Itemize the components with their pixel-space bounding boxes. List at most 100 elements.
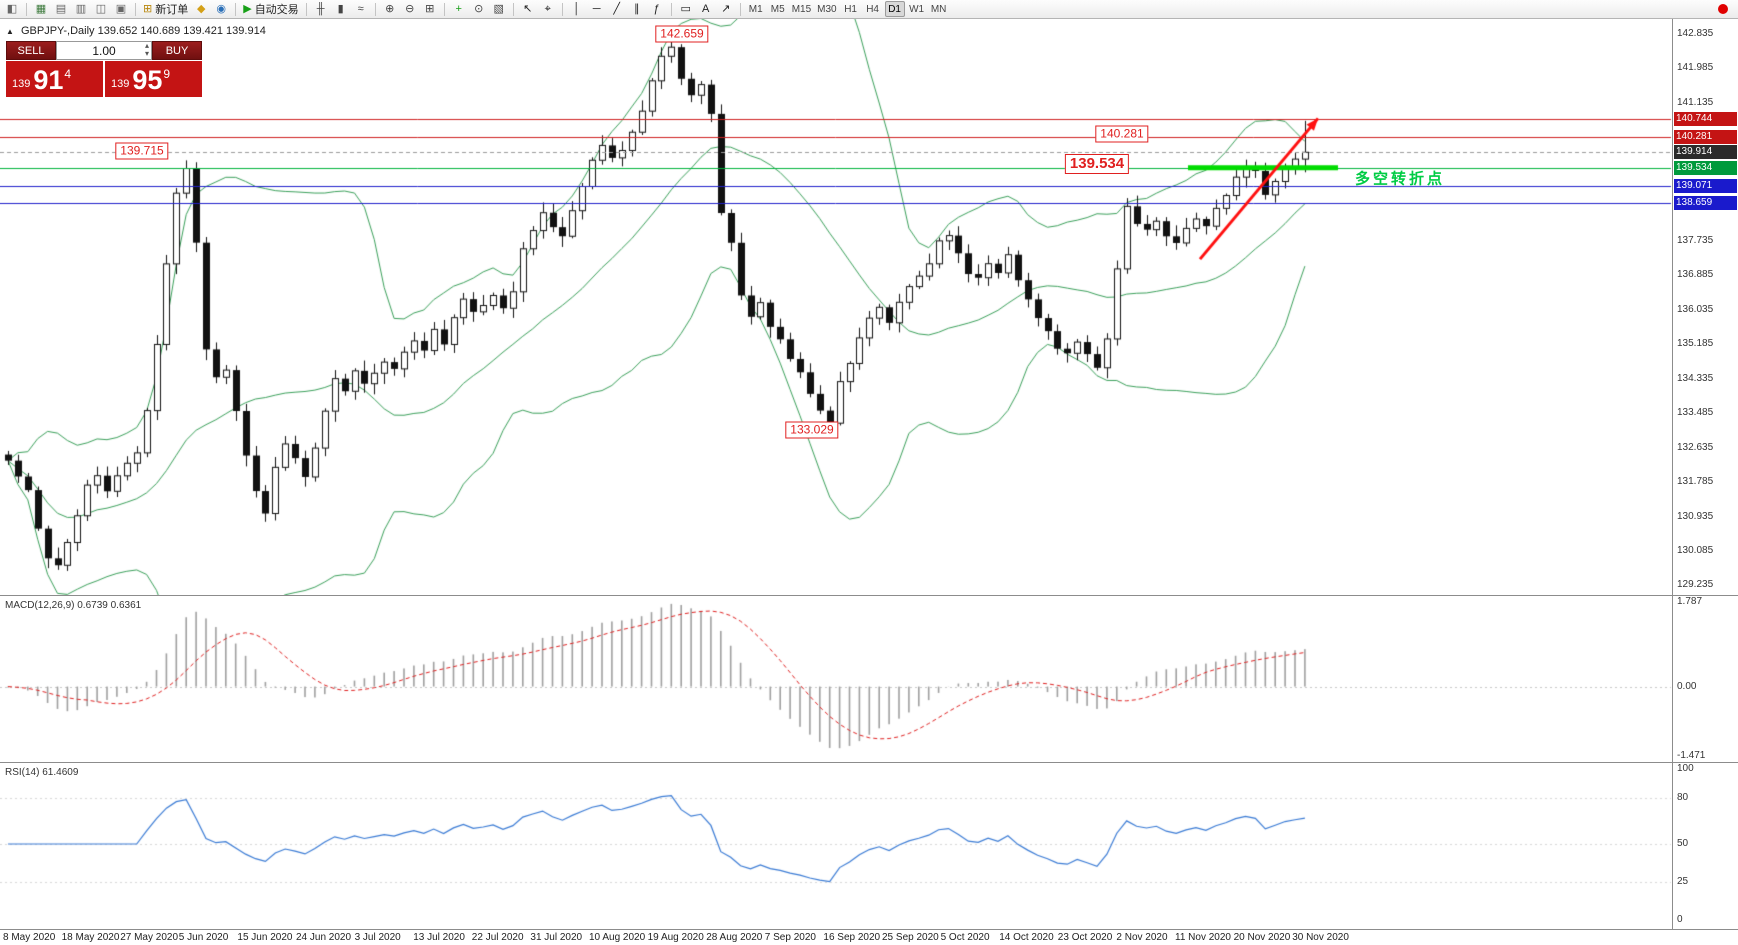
community-icon[interactable]: ◉: [216, 3, 227, 15]
price-tick: 131.785: [1677, 476, 1714, 488]
swing-high-label[interactable]: 139.715: [115, 142, 169, 160]
buy-price-big: 95: [132, 65, 163, 95]
date-label: 30 Nov 2020: [1292, 932, 1349, 943]
rsi-canvas[interactable]: [0, 763, 1738, 929]
symbol-ohlc-text: GBPJPY-,Daily 139.652 140.689 139.421 13…: [20, 25, 266, 37]
auto-trading-label: 自动交易: [254, 4, 299, 16]
equidistant-channel-icon[interactable]: ∥: [633, 3, 640, 15]
macd-tick: 0.00: [1677, 680, 1697, 692]
price-tick: 133.485: [1677, 407, 1714, 419]
panel-divider[interactable]: [0, 762, 1738, 763]
new-chart-icon[interactable]: ▦: [35, 3, 47, 15]
date-label: 15 Jun 2020: [237, 932, 293, 943]
sell-price[interactable]: 139 91 4: [6, 61, 103, 97]
date-label: 14 Oct 2020: [999, 932, 1054, 943]
notification-icon[interactable]: [1718, 4, 1728, 14]
low-price-label[interactable]: 133.029: [785, 421, 839, 439]
timeframe-h4[interactable]: H4: [866, 3, 879, 15]
price-axis[interactable]: 142.835 141.985 141.135 137.735 136.885 136.0…: [1672, 19, 1738, 595]
toolbar-right: [1712, 4, 1736, 14]
price-tick: 141.985: [1677, 62, 1714, 74]
new-order-icon[interactable]: ⊞ 新订单: [143, 3, 189, 16]
timeframe-mn[interactable]: MN: [930, 3, 947, 15]
data-window-icon[interactable]: ◫: [95, 3, 107, 15]
timeframe-h1[interactable]: H1: [844, 3, 857, 15]
date-label: 13 Jul 2020: [413, 932, 465, 943]
volume-down-icon[interactable]: ▾: [144, 49, 149, 58]
shapes-icon[interactable]: ▭: [680, 3, 691, 15]
date-label: 23 Oct 2020: [1057, 932, 1113, 943]
trendline-icon[interactable]: ╱: [613, 3, 620, 15]
indicators-icon[interactable]: +: [455, 3, 462, 15]
fibonacci-icon[interactable]: ƒ: [653, 3, 660, 15]
price-level-label: 140.744: [1674, 111, 1737, 126]
volume-input[interactable]: 1.00 ▴ ▾: [56, 41, 152, 60]
cursor-icon[interactable]: ↖: [523, 3, 533, 15]
price-tick: 130.085: [1677, 544, 1714, 556]
metaeditor-icon[interactable]: ◆: [196, 3, 206, 15]
market-watch-icon[interactable]: ▥: [75, 3, 87, 15]
line-chart-icon[interactable]: ≈: [357, 3, 364, 15]
date-label: 19 Aug 2020: [647, 932, 704, 943]
toolbar-separator: [135, 2, 136, 16]
vertical-line-icon[interactable]: │: [573, 3, 581, 15]
time-axis[interactable]: 8 May 2020 18 May 2020 27 May 2020 5 Jun 20…: [0, 930, 1738, 945]
bar-chart-icon[interactable]: ╫: [316, 3, 325, 15]
date-label: 31 Jul 2020: [530, 932, 583, 943]
date-label: 5 Oct 2020: [940, 932, 990, 943]
rsi-tick: 80: [1677, 792, 1689, 804]
volume-up-icon[interactable]: ▴: [144, 41, 149, 50]
panel-divider[interactable]: [0, 595, 1738, 596]
date-label: 20 Nov 2020: [1233, 932, 1291, 943]
timeframe-group: M1 M5 M15 M30 H1 H4 D1 W1 MN: [745, 0, 950, 18]
price-tick: 130.935: [1677, 510, 1714, 522]
candlestick-chart-icon[interactable]: ▮: [337, 3, 344, 15]
timeframe-d1[interactable]: D1: [884, 1, 905, 17]
collapse-icon[interactable]: ▲: [6, 27, 14, 36]
volume-value: 1.00: [92, 43, 116, 58]
zoom-in-icon[interactable]: ⊕: [385, 3, 395, 15]
periods-icon[interactable]: ⊙: [474, 3, 484, 15]
timeframe-m5[interactable]: M5: [770, 3, 785, 15]
rsi-panel[interactable]: RSI(14) 61.4609 100 80 50 25 0: [0, 763, 1738, 929]
navigator-icon[interactable]: ▣: [115, 3, 127, 15]
horizontal-line-icon[interactable]: ─: [592, 3, 601, 15]
tile-windows-icon[interactable]: ⊞: [425, 3, 435, 15]
chart-window-icon[interactable]: ◧: [6, 3, 18, 15]
text-label-icon[interactable]: A: [702, 3, 710, 15]
price-tick: 135.185: [1677, 338, 1714, 350]
turning-point-note[interactable]: 多空转折点: [1354, 170, 1446, 188]
macd-axis: 1.787 0.00 -1.471: [1672, 596, 1738, 762]
support-label[interactable]: 139.534: [1064, 154, 1130, 175]
timeframe-w1[interactable]: W1: [909, 3, 925, 15]
macd-panel[interactable]: MACD(12,26,9) 0.6739 0.6361 1.787 0.00 -1.…: [0, 596, 1738, 762]
high-price-label[interactable]: 142.659: [655, 25, 709, 43]
price-chart-canvas[interactable]: [0, 19, 1738, 595]
price-level-label: 139.534: [1674, 160, 1737, 175]
sell-button[interactable]: SELL: [6, 41, 56, 60]
timeframe-m1[interactable]: M1: [748, 3, 763, 15]
price-level-label: 139.914: [1674, 145, 1737, 160]
rsi-tick: 50: [1677, 838, 1689, 849]
price-level-label: 140.281: [1674, 130, 1737, 145]
buy-price[interactable]: 139 95 9: [105, 61, 202, 97]
timeframe-m30[interactable]: M30: [817, 3, 837, 15]
buy-button[interactable]: BUY: [152, 41, 202, 60]
macd-canvas[interactable]: [0, 596, 1738, 762]
resistance-label[interactable]: 140.281: [1095, 125, 1149, 143]
profiles-icon[interactable]: ▤: [55, 3, 67, 15]
auto-trading-icon[interactable]: ▶ 自动交易: [243, 3, 299, 16]
timeframe-m15[interactable]: M15: [791, 3, 812, 15]
crosshair-icon[interactable]: ⌖: [544, 3, 551, 15]
rsi-tick: 25: [1677, 876, 1689, 887]
date-label: 7 Sep 2020: [764, 932, 816, 943]
sell-price-prefix: 139: [12, 78, 31, 90]
date-label: 27 May 2020: [120, 932, 179, 943]
new-order-label: 新订单: [155, 4, 189, 16]
main-chart-panel[interactable]: 142.659 139.715 140.281 139.534 133.029 多空转折点…: [0, 19, 1738, 595]
templates-icon[interactable]: ▧: [493, 3, 504, 15]
zoom-out-icon[interactable]: ⊖: [405, 3, 415, 15]
buy-price-pip: 9: [163, 67, 171, 81]
arrow-objects-icon[interactable]: ↗: [721, 3, 731, 15]
